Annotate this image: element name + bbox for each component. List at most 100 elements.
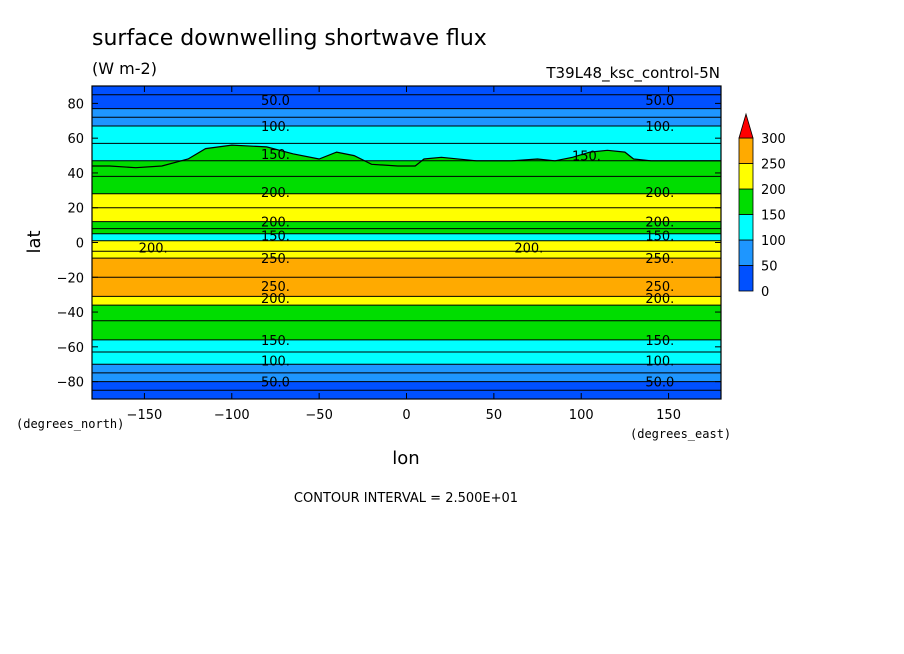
contour-line-150-nh (92, 144, 721, 169)
colorbar-swatch-2 (738, 214, 754, 241)
colorbar-label: 200 (761, 183, 786, 198)
contour-label-text: 200. (514, 242, 543, 257)
y-axis-label: lat (24, 230, 45, 253)
contour-label-24: 50.0 (261, 376, 290, 391)
x-axis: −150 −100 −50 0 50 100 150 (127, 86, 681, 423)
contour-label-text: 50.0 (645, 94, 674, 109)
colorbar-swatch-0 (738, 265, 754, 292)
contour-label-23: 100. (645, 355, 674, 370)
contour-label-text: 200. (645, 186, 674, 201)
contour-label-text: 200. (261, 186, 290, 201)
contour-label-0: 50.0 (261, 94, 290, 109)
y-tick-label: 40 (67, 167, 84, 182)
y-tick-label: −40 (57, 306, 84, 321)
contour-label-text: 100. (261, 120, 290, 135)
colorbar-swatch-3 (738, 188, 754, 215)
contour-label-text: 150. (261, 334, 290, 349)
x-tick-label: 100 (569, 408, 594, 423)
y-units-label: (degrees_north) (16, 417, 124, 431)
y-tick-label: 20 (67, 202, 84, 217)
contour-label-4: 150. (261, 148, 290, 163)
contour-lines (92, 94, 721, 391)
colorbar-label: 100 (761, 234, 786, 249)
contour-label-text: 100. (645, 120, 674, 135)
contour-label-text: 150. (572, 150, 601, 165)
y-tick-label: −60 (57, 341, 84, 356)
contour-band-10 (92, 305, 721, 340)
contour-label-text: 150. (645, 230, 674, 245)
contour-label-16: 250. (261, 280, 290, 295)
x-tick-label: −50 (305, 408, 332, 423)
contour-label-25: 50.0 (645, 376, 674, 391)
contour-label-3: 100. (645, 120, 674, 135)
y-tick-label: 80 (67, 97, 84, 112)
contour-interval-text: CONTOUR INTERVAL = 2.500E+01 (294, 491, 518, 506)
run-label: T39L48_ksc_control-5N (545, 64, 720, 83)
contour-label-7: 200. (645, 186, 674, 201)
x-tick-label: −100 (214, 408, 250, 423)
contour-label-20: 150. (261, 334, 290, 349)
contour-label-13: 200. (514, 242, 543, 257)
contour-label-text: 200. (261, 292, 290, 307)
y-tick-label: 60 (67, 132, 84, 147)
contour-label-9: 200. (645, 216, 674, 231)
colorbar-label: 50 (761, 260, 778, 275)
contour-label-6: 200. (261, 186, 290, 201)
contour-label-18: 200. (261, 292, 290, 307)
contour-label-12: 200. (139, 242, 168, 257)
green-region-nh (92, 145, 721, 194)
colorbar-label: 150 (761, 209, 786, 224)
colorbar: 0 50 100 150 200 250 300 (738, 112, 786, 300)
contour-label-text: 50.0 (645, 376, 674, 391)
contour-label-11: 150. (645, 230, 674, 245)
contour-label-text: 200. (139, 242, 168, 257)
contour-label-14: 250. (261, 252, 290, 267)
contour-band-0 (92, 86, 721, 109)
colorbar-swatch-4 (738, 163, 754, 190)
contour-label-text: 50.0 (261, 376, 290, 391)
contour-label-19: 200. (645, 292, 674, 307)
contour-label-10: 150. (261, 230, 290, 245)
contour-label-text: 150. (645, 334, 674, 349)
chart-units: (W m-2) (92, 59, 157, 78)
colorbar-label: 300 (761, 132, 786, 147)
colorbar-swatch-1 (738, 239, 754, 266)
contour-label-15: 250. (645, 252, 674, 267)
contour-label-21: 150. (645, 334, 674, 349)
x-tick-label: 50 (486, 408, 503, 423)
y-tick-label: −80 (57, 376, 84, 391)
x-tick-label: 0 (402, 408, 410, 423)
colorbar-overflow-triangle (738, 112, 754, 139)
y-tick-label: 0 (76, 237, 84, 252)
y-axis: 80 60 40 20 0 −20 −40 −60 −80 (57, 97, 721, 391)
contour-label-17: 250. (645, 280, 674, 295)
x-axis-label: lon (392, 448, 419, 469)
contour-label-text: 150. (261, 230, 290, 245)
contour-band-6 (92, 233, 721, 241)
colorbar-label: 0 (761, 285, 769, 300)
y-tick-label: −20 (57, 271, 84, 286)
contour-label-1: 50.0 (645, 94, 674, 109)
contour-label-text: 200. (261, 216, 290, 231)
contour-label-text: 100. (645, 355, 674, 370)
contour-label-text: 200. (645, 216, 674, 231)
contour-label-text: 250. (645, 280, 674, 295)
colorbar-swatch-5 (738, 137, 754, 164)
contour-band-5 (92, 221, 721, 234)
chart-title: surface downwelling shortwave flux (92, 26, 487, 51)
contour-label-text: 100. (261, 355, 290, 370)
contour-label-22: 100. (261, 355, 290, 370)
contour-band-7 (92, 240, 721, 259)
contour-label-text: 250. (645, 252, 674, 267)
colorbar-label: 250 (761, 158, 786, 173)
contour-label-8: 200. (261, 216, 290, 231)
contour-band-9 (92, 296, 721, 306)
contour-label-text: 250. (261, 252, 290, 267)
contour-label-text: 50.0 (261, 94, 290, 109)
x-units-label: (degrees_east) (630, 427, 731, 441)
contour-label-text: 250. (261, 280, 290, 295)
x-tick-label: 150 (656, 408, 681, 423)
contour-label-text: 150. (261, 148, 290, 163)
